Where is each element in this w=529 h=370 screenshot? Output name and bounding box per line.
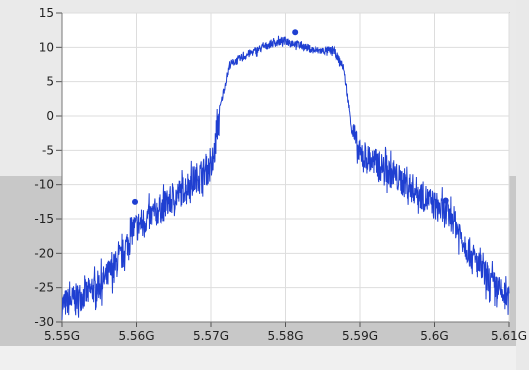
x-tick-label: 5.55G	[44, 329, 80, 343]
y-tick-label: 0	[46, 109, 54, 123]
background-bottom-strip	[0, 346, 516, 370]
y-tick-label: -5	[42, 143, 54, 157]
axes: 5.55G 5.56G 5.57G 5.58G 5.59G 5.6G 5.61G 15 10 5 0…	[34, 6, 527, 343]
y-tick-label: -15	[34, 212, 54, 226]
y-tick-label: 5	[46, 75, 54, 89]
trace-group	[61, 35, 510, 320]
x-tick-label: 5.6G	[420, 329, 448, 343]
y-tick-label: -25	[34, 281, 54, 295]
peak-marker	[132, 198, 139, 205]
x-tick-label: 5.61G	[491, 329, 527, 343]
spectrum-trace	[61, 35, 510, 320]
peak-marker	[292, 29, 299, 36]
markers	[132, 29, 449, 205]
x-tick-label: 5.59G	[342, 329, 378, 343]
y-tick-label: -10	[34, 178, 54, 192]
background-right-strip	[516, 0, 529, 370]
x-tick-label: 5.57G	[193, 329, 229, 343]
y-tick-label: -30	[34, 315, 54, 329]
x-tick-label: 5.58G	[267, 329, 303, 343]
x-tick-label: 5.56G	[118, 329, 154, 343]
y-tick-label: 15	[39, 6, 54, 20]
peak-marker	[442, 197, 449, 204]
y-tick-label: -20	[34, 246, 54, 260]
y-tick-label: 10	[39, 40, 54, 54]
